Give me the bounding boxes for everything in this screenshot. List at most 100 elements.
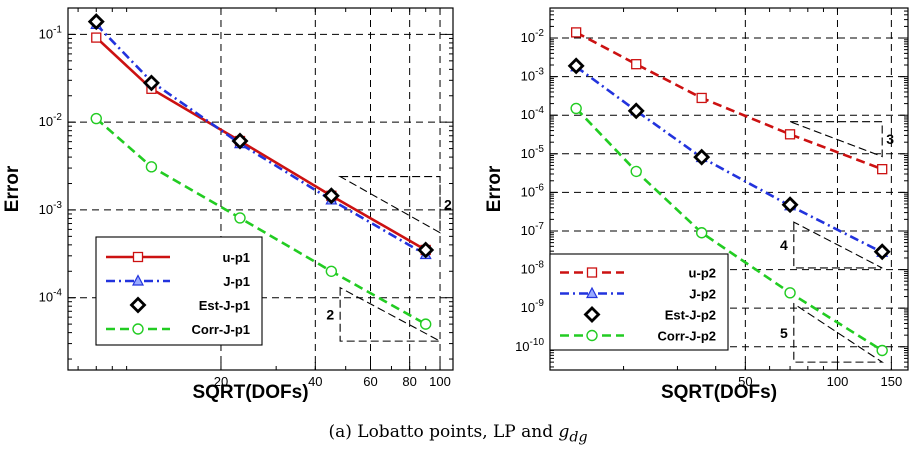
x-tick-label: 100: [827, 374, 849, 389]
x-axis-label: SQRT(DOFs): [192, 382, 308, 403]
legend-box: [95, 236, 263, 346]
series-Corr-J-p1: [90, 112, 432, 330]
slope-label: 2: [444, 197, 452, 213]
series-u-p1: [91, 32, 431, 256]
legend-marker: [586, 329, 598, 342]
figure: 10-1 10-2 10-3 10-4 20 40 60 80 100 2 2 u-p1 J-p1 Est…: [2, 7, 909, 403]
y-tick-label: 10-10: [515, 337, 544, 354]
data-point: [693, 148, 711, 166]
x-tick-label: 40: [308, 374, 322, 389]
data-point: [877, 164, 888, 175]
y-tick-label: 10-3: [39, 200, 63, 217]
data-point: [631, 59, 642, 70]
series-Corr-J-p2: [570, 102, 888, 357]
y-tick-label: 10-2: [39, 112, 63, 129]
left-chart: 10-1 10-2 10-3 10-4 20 40 60 80 100 2 2 u-p1 J-p1 Est…: [2, 7, 454, 403]
legend-marker: [583, 306, 601, 323]
data-point: [873, 243, 891, 261]
slope-triangle: [338, 176, 441, 234]
series-line: [95, 36, 427, 252]
slope-triangle: [789, 121, 883, 158]
data-point: [630, 165, 642, 178]
legend-marker: [129, 296, 147, 314]
slope-triangle: [339, 286, 441, 342]
caption-text: (a) Lobatto points, LP and: [328, 422, 559, 442]
legend-label: u-p1: [223, 250, 250, 265]
minor-ticks: [550, 7, 908, 370]
series-line: [575, 65, 883, 254]
data-point: [696, 92, 707, 104]
legend-label: Est-J-p2: [665, 308, 716, 323]
slope-triangle: [793, 302, 885, 363]
plot-frame: [549, 7, 909, 371]
figure-caption: (a) Lobatto points, LP and gdg: [0, 422, 916, 445]
slope-label: 4: [780, 237, 788, 253]
x-tick-label: 50: [738, 374, 752, 389]
legend-box: [549, 253, 729, 351]
y-tick-label: 10-4: [39, 288, 63, 305]
slope-triangle: [793, 221, 883, 269]
caption-math: gdg: [558, 422, 588, 446]
y-tick-label: 10-5: [521, 144, 545, 161]
y-tick-label: 10-7: [521, 221, 545, 238]
legend-label: Est-J-p1: [199, 298, 250, 313]
data-point: [87, 13, 105, 31]
data-point: [234, 212, 246, 224]
y-axis-label: Error: [2, 165, 23, 212]
legend: u-p2 J-p2 Est-J-p2 Corr-J-p2: [549, 253, 729, 351]
x-axis-label: SQRT(DOFs): [661, 382, 777, 403]
x-tick-label: 80: [402, 374, 416, 389]
legend-label: Corr-J-p2: [657, 329, 716, 344]
series-Est-J-p2: [567, 57, 891, 261]
data-point: [567, 57, 585, 75]
y-tick-label: 10-8: [521, 260, 545, 277]
legend: u-p1 J-p1 Est-J-p1 Corr-J-p1: [95, 236, 263, 346]
legend-label: J-p1: [223, 274, 250, 289]
slope-label: 5: [780, 325, 788, 341]
data-point: [784, 129, 796, 140]
x-tick-label: 60: [363, 374, 377, 389]
y-axis-label: Error: [484, 165, 505, 212]
x-tick-label: 20: [214, 374, 228, 389]
right-chart: 10-2 10-3 10-4 10-5 10-6 10-7 10-8 10-9 10-10 50 1…: [484, 7, 909, 403]
data-point: [627, 102, 645, 120]
legend-marker: [132, 251, 144, 263]
series-line: [95, 23, 427, 256]
series-u-p2: [570, 27, 888, 175]
data-point: [570, 102, 582, 115]
plot-frame: [67, 7, 454, 371]
legend-label: Corr-J-p1: [191, 322, 250, 337]
y-tick-label: 10-4: [521, 105, 545, 122]
data-point: [570, 27, 582, 38]
legend-label: u-p2: [689, 266, 716, 281]
y-tick-label: 10-9: [521, 298, 545, 315]
data-point: [322, 187, 340, 205]
x-tick-label: 100: [429, 374, 451, 389]
y-tick-label: 10-6: [521, 182, 545, 199]
legend-marker: [586, 286, 598, 299]
y-tick-label: 10-3: [521, 67, 545, 84]
data-point: [145, 161, 158, 173]
legend-marker: [586, 267, 598, 278]
data-point: [876, 344, 888, 357]
legend-marker: [132, 274, 144, 286]
data-point: [417, 241, 435, 259]
data-point: [419, 318, 432, 330]
data-point: [784, 287, 796, 299]
slope-label: 3: [886, 131, 894, 147]
data-point: [142, 74, 160, 92]
y-tick-label: 10-2: [521, 28, 545, 45]
data-point: [90, 112, 102, 125]
legend-label: J-p2: [689, 287, 716, 302]
legend-marker: [132, 323, 144, 335]
slope-label: 2: [326, 306, 334, 322]
data-point: [91, 32, 102, 43]
series-Est-J-p1: [87, 13, 435, 259]
data-point: [325, 265, 338, 277]
y-tick-label: 10-1: [39, 24, 63, 41]
data-point: [695, 227, 708, 239]
data-point: [231, 132, 249, 150]
data-point: [781, 196, 799, 214]
x-tick-label: 150: [881, 374, 903, 389]
series-J-p2: [570, 59, 889, 257]
